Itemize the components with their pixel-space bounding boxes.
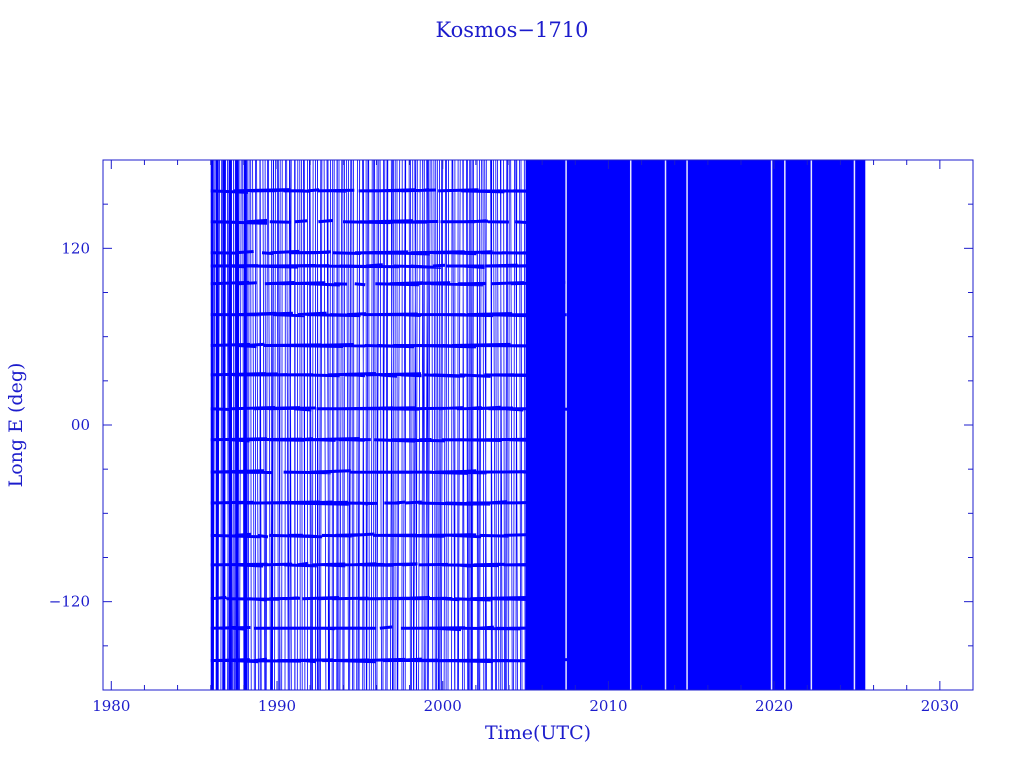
series-wrap-column [222,160,226,690]
series-drift-segments [210,218,535,225]
series-drift-segments [210,469,561,475]
series-dense-band [525,160,866,690]
series-gap [784,160,786,690]
series-drift-segments [210,405,571,412]
series-gap [686,160,688,690]
series-drift-segments [210,561,557,568]
series-gap [770,160,773,690]
series-drift-segments [210,372,559,378]
series-gap [664,160,667,690]
series-gap [629,160,632,690]
series-drift-segments [210,657,580,664]
series-wrap-column [215,160,219,690]
data-layer [210,159,866,691]
x-tick-label: 2010 [589,697,627,715]
y-axis-label: Long E (deg) [5,363,27,488]
x-tick-label: 2020 [755,697,793,715]
series-wrap-column [210,160,214,690]
series-drift-segments [210,311,567,318]
series-drift-segments [210,263,545,269]
x-tick-label: 1990 [258,697,296,715]
y-tick-label: 00 [71,416,90,434]
series-gap [853,160,856,690]
x-tick-label: 1980 [92,697,130,715]
y-tick-label: −120 [49,593,90,611]
series-drift-segments [210,595,541,602]
chart-title: Kosmos−1710 [436,18,589,42]
x-tick-label: 2030 [921,697,959,715]
series-wrap-column [235,160,239,690]
series-drift-segments [210,625,554,632]
series-wrap-column [243,160,247,690]
y-axis-ticks: 120 00 −120 [49,159,973,691]
series-gap [810,160,813,690]
series-gap [565,160,567,690]
x-tick-label: 2000 [424,697,462,715]
series-wrap-column [228,160,232,690]
x-axis-label: Time(UTC) [485,722,591,744]
series-drift-segments [210,437,552,443]
series-drift-segments [210,188,565,194]
x-axis-ticks: 1980 1990 2000 2010 2020 2030 [92,160,959,715]
series-drift-segments [210,500,554,506]
y-tick-label: 120 [61,239,90,257]
